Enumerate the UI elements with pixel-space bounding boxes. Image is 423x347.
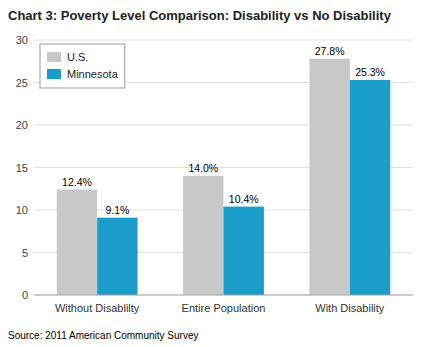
data-label: 10.4% [229,193,259,205]
legend-swatch [47,52,61,62]
title: Chart 3: Poverty Level Comparison: Disab… [8,8,392,23]
data-label: 14.0% [188,162,218,174]
y-tick-label: 15 [16,162,28,174]
x-tick-label: Entire Population [182,302,266,314]
legend-label: U.S. [67,51,88,63]
data-labels: 12.4% 14.0% 27.8% 9.1% 10.4% 25.3% [62,45,385,216]
chart: Chart 3: Poverty Level Comparison: Disab… [0,0,423,347]
bar [57,190,97,295]
bar [183,176,223,295]
x-tick-label: Without Disablilty [55,302,140,314]
x-axis-line [34,295,413,296]
y-tick-label: 10 [16,204,28,216]
legend-label: Minnesota [67,68,119,80]
bar [309,59,349,295]
data-label: 27.8% [315,45,345,57]
grid [34,40,413,295]
bar [350,80,390,295]
legend-swatch [47,69,61,79]
legend: U.S. Minnesota [40,44,125,88]
grid-line [34,295,413,296]
bar [224,207,264,295]
y-tick-label: 0 [22,289,28,301]
background [0,0,423,347]
data-label: 9.1% [105,204,129,216]
x-tick-label: With Disability [315,302,385,314]
legend-box [40,44,125,88]
grid-line [34,40,413,41]
data-label: 12.4% [62,176,92,188]
y-tick-label: 5 [22,247,28,259]
bar [97,218,137,295]
source-note: Source: 2011 American Community Survey [8,330,198,341]
data-label: 25.3% [355,66,385,78]
bars [57,59,391,295]
y-tick-label: 25 [16,77,28,89]
y-tick-label: 30 [16,34,28,46]
y-tick-label: 20 [16,119,28,131]
